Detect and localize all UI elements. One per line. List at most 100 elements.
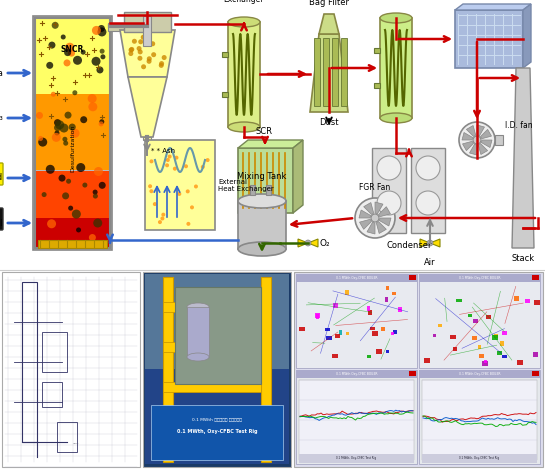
Bar xyxy=(438,324,442,327)
Circle shape xyxy=(38,136,43,141)
Polygon shape xyxy=(359,210,371,218)
Bar xyxy=(38,240,107,248)
Polygon shape xyxy=(477,125,485,136)
Bar xyxy=(494,334,498,338)
Bar xyxy=(479,354,484,358)
Polygon shape xyxy=(420,239,430,247)
Bar xyxy=(392,292,396,295)
Circle shape xyxy=(129,47,134,53)
Bar xyxy=(299,380,414,460)
Polygon shape xyxy=(375,202,383,214)
Bar xyxy=(473,336,477,339)
Bar xyxy=(42,332,67,372)
Circle shape xyxy=(184,164,188,168)
Text: 0.1 MWth, Oxy-CFBC Test Rig: 0.1 MWth, Oxy-CFBC Test Rig xyxy=(459,456,500,460)
Circle shape xyxy=(141,64,146,69)
Bar xyxy=(143,272,291,467)
Polygon shape xyxy=(463,141,474,150)
Bar xyxy=(143,137,151,140)
Bar xyxy=(422,380,537,460)
Circle shape xyxy=(38,138,47,147)
Bar xyxy=(393,330,397,334)
Circle shape xyxy=(52,133,61,142)
Bar xyxy=(381,327,385,331)
Circle shape xyxy=(96,66,104,73)
Bar xyxy=(325,328,330,331)
Circle shape xyxy=(49,42,56,48)
Bar xyxy=(492,335,498,339)
Polygon shape xyxy=(379,207,390,217)
Text: I.D. fan: I.D. fan xyxy=(505,122,532,131)
Text: 0.1 MWth, Oxy-CFBC Test Rig: 0.1 MWth, Oxy-CFBC Test Rig xyxy=(177,429,257,433)
Circle shape xyxy=(36,112,43,119)
Circle shape xyxy=(54,131,59,135)
Bar xyxy=(299,328,305,331)
Bar xyxy=(456,299,462,302)
Circle shape xyxy=(147,56,152,61)
Circle shape xyxy=(93,194,98,199)
Text: SNCR: SNCR xyxy=(61,46,84,55)
Circle shape xyxy=(160,217,165,220)
Circle shape xyxy=(98,27,106,37)
Circle shape xyxy=(194,184,198,188)
Text: Air: Air xyxy=(424,258,436,267)
Text: External
Heat Exchanger: External Heat Exchanger xyxy=(218,179,274,191)
Circle shape xyxy=(52,22,59,29)
Circle shape xyxy=(46,62,53,69)
Bar xyxy=(33,16,112,250)
Circle shape xyxy=(159,61,164,66)
Circle shape xyxy=(71,129,80,138)
Text: Desulfurization: Desulfurization xyxy=(70,124,75,172)
Text: Condenser: Condenser xyxy=(387,241,432,250)
Bar xyxy=(315,313,320,319)
Ellipse shape xyxy=(228,122,260,132)
Circle shape xyxy=(80,116,87,123)
Circle shape xyxy=(69,124,76,131)
Bar xyxy=(325,336,331,340)
Bar xyxy=(398,307,402,313)
Circle shape xyxy=(100,55,105,59)
Circle shape xyxy=(416,156,440,180)
Circle shape xyxy=(138,39,143,44)
Ellipse shape xyxy=(228,17,260,27)
Polygon shape xyxy=(523,4,531,68)
Bar xyxy=(386,350,389,352)
Bar xyxy=(346,332,349,335)
Circle shape xyxy=(149,189,153,193)
Bar xyxy=(163,277,173,462)
Polygon shape xyxy=(360,219,372,229)
Bar xyxy=(339,330,342,336)
Polygon shape xyxy=(293,140,303,213)
Bar xyxy=(294,272,543,467)
Polygon shape xyxy=(298,239,308,247)
Bar xyxy=(419,370,540,464)
Bar xyxy=(145,140,215,230)
Bar xyxy=(163,342,261,352)
Circle shape xyxy=(68,50,75,56)
Circle shape xyxy=(46,165,55,174)
Text: Coal: Coal xyxy=(0,219,3,227)
Text: Mixing Tank: Mixing Tank xyxy=(237,172,287,181)
Circle shape xyxy=(89,234,96,241)
Circle shape xyxy=(93,189,98,195)
Bar xyxy=(525,299,530,303)
Bar xyxy=(391,332,394,336)
Circle shape xyxy=(173,167,177,171)
Bar xyxy=(455,10,523,68)
Polygon shape xyxy=(467,125,476,136)
Circle shape xyxy=(159,63,164,68)
Circle shape xyxy=(148,184,152,188)
FancyBboxPatch shape xyxy=(0,208,3,230)
Circle shape xyxy=(73,56,82,65)
Bar xyxy=(372,148,406,233)
Ellipse shape xyxy=(380,113,412,123)
Circle shape xyxy=(143,37,148,42)
Circle shape xyxy=(92,26,101,35)
Circle shape xyxy=(54,124,61,131)
Text: SCR: SCR xyxy=(255,127,272,136)
Circle shape xyxy=(186,222,190,226)
Bar xyxy=(482,361,488,366)
Bar xyxy=(35,218,110,248)
Bar xyxy=(151,405,283,460)
Bar xyxy=(323,38,329,106)
